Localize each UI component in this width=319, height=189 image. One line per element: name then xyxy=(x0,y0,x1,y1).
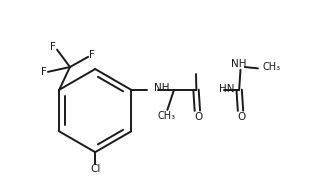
Text: Cl: Cl xyxy=(90,164,100,174)
Text: NH: NH xyxy=(154,84,169,94)
Text: NH: NH xyxy=(231,59,247,69)
Text: F: F xyxy=(90,50,95,60)
Text: CH₃: CH₃ xyxy=(263,62,281,72)
Text: O: O xyxy=(194,112,202,122)
Text: O: O xyxy=(237,112,245,122)
Text: F: F xyxy=(50,43,56,53)
Text: HN: HN xyxy=(219,84,235,94)
Text: F: F xyxy=(41,67,47,77)
Text: CH₃: CH₃ xyxy=(158,111,176,121)
